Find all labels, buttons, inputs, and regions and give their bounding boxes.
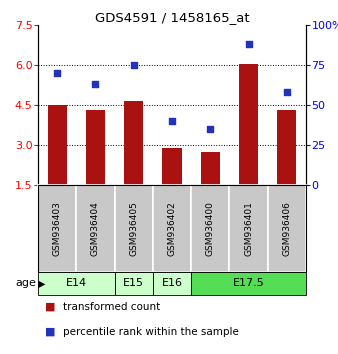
Bar (153, 185, 191, 272)
Text: GSM936402: GSM936402 (168, 201, 176, 256)
Bar (48, 105, 67, 185)
Bar (191, 272, 306, 295)
Text: E16: E16 (162, 279, 183, 289)
Text: percentile rank within the sample: percentile rank within the sample (63, 327, 239, 337)
Point (284, 89, 290, 95)
Bar (76, 185, 115, 272)
Text: ■: ■ (45, 302, 55, 312)
Bar (277, 110, 296, 185)
Text: E17.5: E17.5 (233, 279, 264, 289)
Text: E15: E15 (123, 279, 144, 289)
Bar (38, 185, 76, 272)
Text: GSM936401: GSM936401 (244, 201, 253, 256)
Text: GSM936404: GSM936404 (91, 201, 100, 256)
Text: GSM936403: GSM936403 (53, 201, 62, 256)
Bar (115, 185, 153, 272)
Text: ▶: ▶ (38, 279, 46, 289)
Bar (163, 148, 182, 185)
Bar (191, 185, 230, 272)
Text: E14: E14 (66, 279, 87, 289)
Text: age: age (16, 279, 36, 289)
Bar (230, 185, 268, 272)
Bar (38, 272, 115, 295)
Point (131, 62, 137, 68)
Point (246, 41, 251, 47)
Text: transformed count: transformed count (63, 302, 161, 312)
Text: GSM936405: GSM936405 (129, 201, 138, 256)
Text: GSM936400: GSM936400 (206, 201, 215, 256)
Text: GSM936406: GSM936406 (282, 201, 291, 256)
Point (169, 118, 175, 124)
Point (93, 81, 98, 87)
Bar (86, 110, 105, 185)
Text: ■: ■ (45, 327, 55, 337)
Bar (239, 64, 258, 185)
Bar (153, 272, 191, 295)
Bar (201, 153, 220, 185)
Bar (268, 185, 306, 272)
Bar (124, 101, 143, 185)
Title: GDS4591 / 1458165_at: GDS4591 / 1458165_at (95, 11, 249, 24)
Point (54, 70, 60, 76)
Point (208, 126, 213, 132)
Bar (115, 272, 153, 295)
